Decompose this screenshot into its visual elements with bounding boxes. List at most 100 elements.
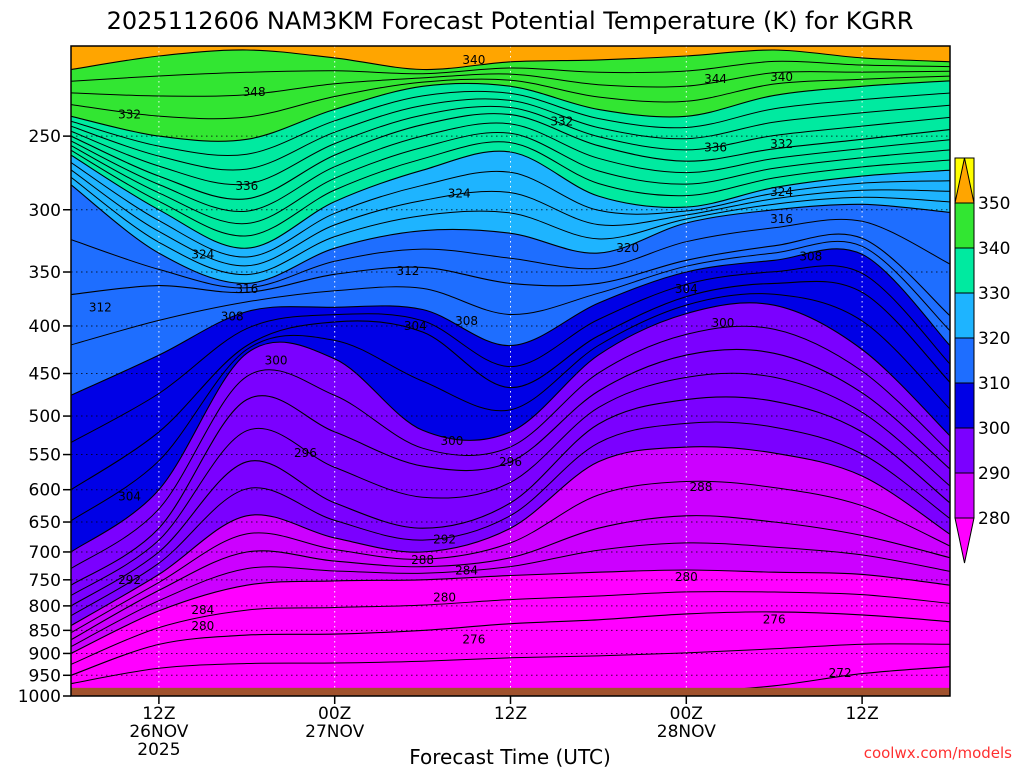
y-axis: 250 300 350 400 450 500 550 600 650 700 750 800 850 9… <box>18 127 71 707</box>
contour-line-292 <box>71 396 950 607</box>
contour-line-294 <box>71 372 950 596</box>
contour-label: 348 <box>243 85 266 99</box>
y-tick-label: 300 <box>29 201 61 221</box>
contour-line-280 <box>71 569 950 654</box>
colorbar-segment-330 <box>954 247 975 294</box>
contour-line-320 <box>71 169 950 267</box>
contour-line-346 <box>71 60 950 82</box>
contour-label: 288 <box>689 480 712 494</box>
y-tick-label: 450 <box>29 365 61 385</box>
contour-line-334 <box>71 105 950 186</box>
colorbar-label: 280 <box>978 509 1010 529</box>
contour-line-302 <box>71 293 950 522</box>
contour-line-276 <box>71 611 950 676</box>
contour-label: 324 <box>191 247 214 261</box>
contour-label: 308 <box>455 314 478 328</box>
y-tick-label: 900 <box>29 644 61 664</box>
contour-label: 304 <box>118 489 141 503</box>
contour-line-296 <box>71 348 950 586</box>
x-tick-label: 00Z <box>670 704 703 724</box>
contour-label: 340 <box>462 53 485 67</box>
contour-label: 280 <box>433 591 456 605</box>
contour-label: 288 <box>411 553 434 567</box>
contour-line-288 <box>71 446 950 627</box>
contour-label: 332 <box>118 108 141 122</box>
colorbar-label: 350 <box>978 194 1010 214</box>
contour-line-282 <box>71 542 950 648</box>
contour-label: 300 <box>265 354 288 368</box>
contour-label: 276 <box>763 612 786 626</box>
colorbar-label: 290 <box>978 464 1010 484</box>
contour-label: 296 <box>499 455 522 469</box>
y-tick-label: 350 <box>29 263 61 283</box>
contour-label: 340 <box>770 70 793 84</box>
contour-line-326 <box>71 141 950 237</box>
x-axis-title: Forecast Time (UTC) <box>409 745 611 768</box>
colorbar-label: 330 <box>978 284 1010 304</box>
contour-line-318 <box>71 176 950 276</box>
contour-label: 336 <box>704 140 727 154</box>
contour-line-308 <box>71 248 950 396</box>
contour-label: 292 <box>118 573 141 587</box>
x-tick-label: 12Z <box>142 704 175 724</box>
contour-label: 284 <box>455 564 478 578</box>
contour-line-314 <box>71 218 950 289</box>
contour-label: 300 <box>711 316 734 330</box>
chart-title: 2025112606 NAM3KM Forecast Potential Tem… <box>107 7 914 35</box>
contour-label: 324 <box>770 185 793 199</box>
y-tick-label: 400 <box>29 317 61 337</box>
contour-label: 316 <box>770 212 793 226</box>
contour-labels: 348 340 344 340 332 332 332 336 336 324 324 316 320 3… <box>89 53 852 680</box>
y-tick-label: 250 <box>29 127 61 147</box>
contour-line-306 <box>71 265 950 443</box>
contour-line-348 <box>71 49 950 71</box>
contour-line-274 <box>71 643 950 685</box>
colorbar-label: 300 <box>978 419 1010 439</box>
contour-label: 324 <box>448 186 471 200</box>
x-tick-label: 28NOV <box>657 722 716 742</box>
contour-line-338 <box>71 90 950 156</box>
contour-line-284 <box>71 515 950 641</box>
colorbar-under-arrow <box>954 517 975 564</box>
contour-line-286 <box>71 480 950 634</box>
contour-line-300 <box>71 302 950 553</box>
y-tick-label: 550 <box>29 446 61 466</box>
x-tick-label: 27NOV <box>305 722 364 742</box>
filled-contour-bands <box>71 46 950 696</box>
colorbar-segment-340 <box>954 202 975 249</box>
contour-line-290 <box>71 421 950 617</box>
colorbar-label: 310 <box>978 374 1010 394</box>
site-credit: coolwx.com/models <box>864 744 1012 762</box>
y-tick-label: 950 <box>29 666 61 686</box>
colorbar-segment-290 <box>954 427 975 474</box>
contour-label: 300 <box>440 434 463 448</box>
contour-label: 312 <box>396 264 419 278</box>
y-tick-label: 850 <box>29 621 61 641</box>
y-tick-label: 700 <box>29 543 61 563</box>
contour-label: 304 <box>404 319 427 333</box>
colorbar-segment-310 <box>954 337 975 384</box>
contour-line-340 <box>71 80 950 142</box>
contour-line-336 <box>71 98 950 171</box>
y-tick-label: 750 <box>29 571 61 591</box>
contour-label: 332 <box>770 137 793 151</box>
contour-line-278 <box>71 591 950 665</box>
x-tick-label: 00Z <box>318 704 351 724</box>
contour-label: 320 <box>616 241 639 255</box>
y-tick-label: 500 <box>29 407 61 427</box>
contour-line-328 <box>71 132 950 225</box>
contour-label: 272 <box>829 666 852 680</box>
x-tick-label: 26NOV <box>129 722 188 742</box>
contour-line-316 <box>71 184 950 284</box>
contour-label: 276 <box>462 632 485 646</box>
y-tick-label: 600 <box>29 481 61 501</box>
band-below-276 <box>71 611 950 696</box>
contour-label: 344 <box>704 72 727 86</box>
contour-label: 296 <box>294 446 317 460</box>
contour-line-310 <box>71 240 950 346</box>
y-tick-label: 650 <box>29 513 61 533</box>
x-tick-label: 2025 <box>137 740 180 760</box>
contour-label: 316 <box>235 282 258 296</box>
colorbar: 280 290 300 310 320 330 340 350 <box>954 157 1010 564</box>
